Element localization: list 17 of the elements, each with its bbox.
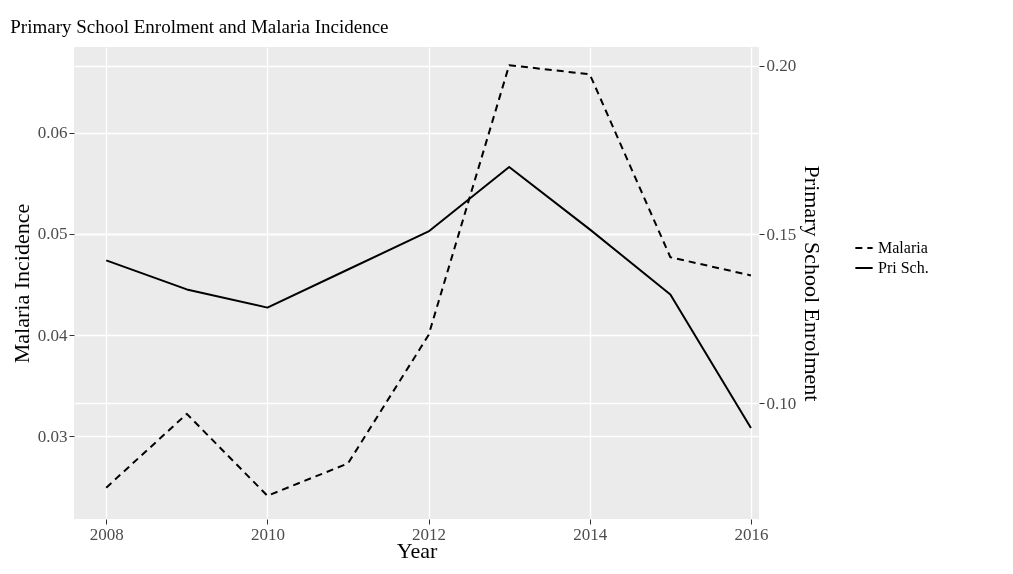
x-tick-label: 2014 <box>573 524 608 544</box>
y2-tick-label: 0.10 <box>766 393 797 413</box>
x-tick-label: 2008 <box>89 524 124 544</box>
y2-tick-label: 0.20 <box>766 56 797 76</box>
legend-label: Pri Sch. <box>878 259 929 276</box>
y2-tick-label: 0.15 <box>766 224 797 244</box>
y2-axis-title: Primary School Enrolment <box>800 165 826 402</box>
y-tick-label: 0.03 <box>37 426 68 446</box>
y-axis-title: Malaria Incidence <box>8 203 34 364</box>
line-series <box>105 64 752 497</box>
x-tick-label: 2010 <box>250 524 285 544</box>
chart-title: Primary School Enrolment and Malaria Incidence <box>10 16 389 37</box>
y-tick-label: 0.05 <box>37 224 68 244</box>
x-tick-label: 2016 <box>734 524 769 544</box>
y-tick-label: 0.06 <box>37 123 68 143</box>
y-tick-label: 0.04 <box>37 325 68 345</box>
legend-label: Malaria <box>878 239 928 256</box>
